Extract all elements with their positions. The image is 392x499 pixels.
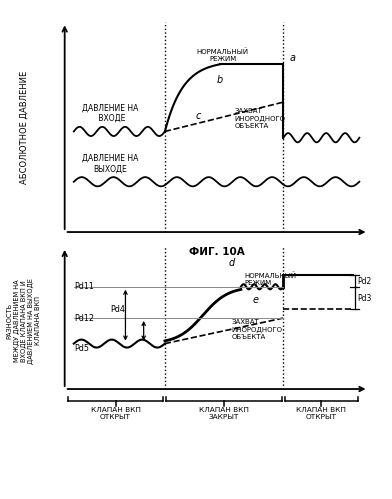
Text: a: a — [290, 53, 296, 63]
Text: d: d — [229, 258, 235, 268]
Text: РАЗНОСТЬ
МЕЖДУ ДАВЛЕНИЕМ НА
ВХОДЕ КЛАПАНА ВКП И
ДАВЛЕНИЕМ НА ВЫХОДЕ
КЛАПАНА ВКП: РАЗНОСТЬ МЕЖДУ ДАВЛЕНИЕМ НА ВХОДЕ КЛАПАН… — [7, 278, 41, 364]
Text: НОРМАЛЬНЫЙ
РЕЖИМ: НОРМАЛЬНЫЙ РЕЖИМ — [244, 272, 296, 286]
Text: b: b — [216, 75, 223, 85]
Text: КЛАПАН ВКП
ОТКРЫТ: КЛАПАН ВКП ОТКРЫТ — [91, 408, 140, 421]
Text: КЛАПАН ВКП
ЗАКРЫТ: КЛАПАН ВКП ЗАКРЫТ — [199, 408, 249, 421]
Text: ЗАХВАТ
ИНОРОДНОГО
ОБЪЕКТА: ЗАХВАТ ИНОРОДНОГО ОБЪЕКТА — [235, 108, 286, 129]
Text: ФИГ. 10А: ФИГ. 10А — [189, 247, 245, 256]
Text: ДАВЛЕНИЕ НА
ВЫХОДЕ: ДАВЛЕНИЕ НА ВЫХОДЕ — [82, 154, 138, 173]
Text: Pd12: Pd12 — [74, 313, 94, 322]
Text: Pd3: Pd3 — [357, 293, 371, 302]
Text: c: c — [195, 111, 201, 121]
Text: КЛАПАН ВКП
ОТКРЫТ: КЛАПАН ВКП ОТКРЫТ — [296, 408, 346, 421]
Text: ЗАХВАТ
ИНОРОДНОГО
ОБЪЕКТА: ЗАХВАТ ИНОРОДНОГО ОБЪЕКТА — [232, 319, 283, 339]
Text: АБСОЛЮТНОЕ ДАВЛЕНИЕ: АБСОЛЮТНОЕ ДАВЛЕНИЕ — [19, 71, 28, 184]
Text: Pd11: Pd11 — [74, 282, 94, 291]
Text: e: e — [253, 295, 259, 305]
Text: Pd5: Pd5 — [74, 344, 89, 353]
Text: Pd4: Pd4 — [110, 305, 125, 314]
Text: Pd2: Pd2 — [357, 276, 371, 285]
Text: ДАВЛЕНИЕ НА
 ВХОДЕ: ДАВЛЕНИЕ НА ВХОДЕ — [82, 104, 138, 123]
Text: НОРМАЛЬНЫЙ
РЕЖИМ: НОРМАЛЬНЫЙ РЕЖИМ — [197, 48, 249, 62]
